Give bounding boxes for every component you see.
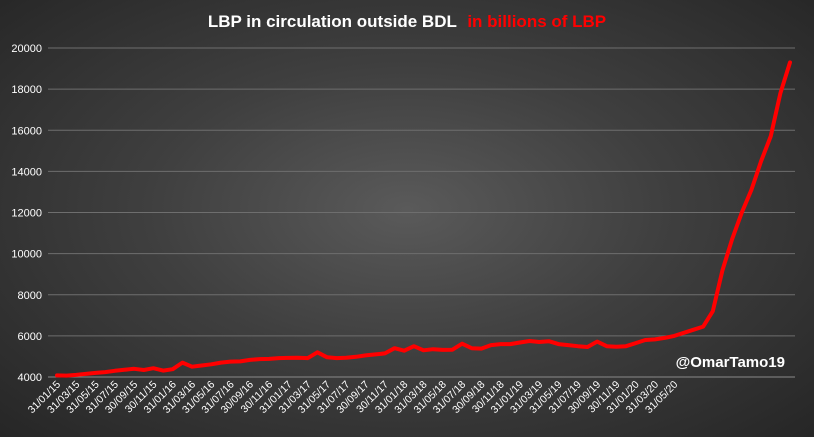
y-tick-label: 10000 [11, 249, 42, 261]
chart-title-main: LBP in circulation outside BDL [208, 12, 457, 31]
chart-title-unit: in billions of LBP [467, 12, 606, 31]
y-tick-label: 6000 [18, 331, 42, 343]
y-tick-label: 18000 [11, 84, 42, 96]
x-axis-ticks: 31/01/1531/03/1531/05/1531/07/1530/09/15… [26, 379, 681, 417]
y-axis-ticks: 4000 6000 8000 10000 12000 14000 16000 18000 200… [11, 43, 42, 384]
series-line-0 [55, 60, 792, 378]
watermark-handle: @OmarTamo19 [676, 354, 785, 371]
y-tick-label: 8000 [18, 290, 42, 302]
y-tick-label: 20000 [11, 43, 42, 55]
y-tick-label: 4000 [18, 372, 42, 384]
grid-lines [48, 47, 795, 378]
y-tick-label: 16000 [11, 125, 42, 137]
chart-title: LBP in circulation outside BDL in billio… [208, 12, 606, 31]
y-tick-label: 14000 [11, 166, 42, 178]
y-tick-label: 12000 [11, 208, 42, 220]
series-layer [55, 60, 792, 378]
